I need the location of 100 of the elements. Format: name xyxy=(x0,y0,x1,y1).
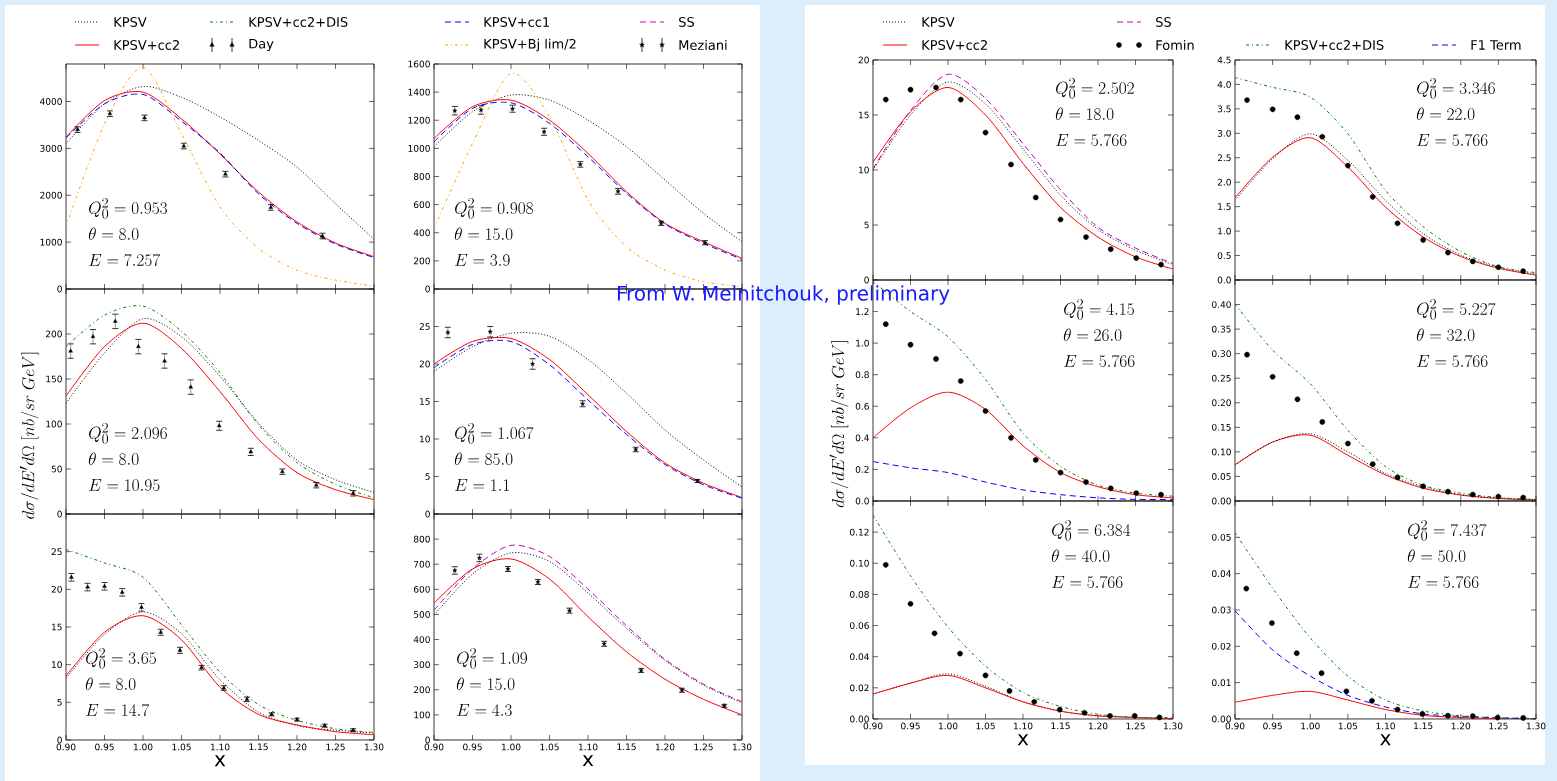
y-tick-label: 2000 xyxy=(40,191,62,199)
x-tick-label: 1.25 xyxy=(326,743,345,751)
point xyxy=(957,378,964,384)
point xyxy=(1056,706,1063,713)
annotation: $E=5.766$ xyxy=(1056,133,1127,147)
point xyxy=(1008,435,1014,441)
point xyxy=(1445,249,1451,256)
point xyxy=(1133,255,1140,261)
y-tick-label: 4000 xyxy=(40,98,62,105)
point xyxy=(1494,714,1501,721)
point xyxy=(1420,483,1426,490)
x-tick-label: 1.20 xyxy=(287,743,307,751)
x-tick-label: 1.00 xyxy=(1301,722,1320,730)
point xyxy=(1244,97,1250,103)
point xyxy=(1469,491,1476,498)
x-tick-label: 1.25 xyxy=(1126,722,1145,730)
point xyxy=(1343,688,1350,695)
annotation: $Q_0^2=2.096$ xyxy=(89,422,167,444)
annotation: $E=3.9$ xyxy=(455,253,510,267)
point xyxy=(1318,670,1325,676)
annotation: $Q_0^2=6.384$ xyxy=(1052,519,1131,541)
x-tick-label: 1.30 xyxy=(1526,722,1546,730)
y-tick-label: 0.4 xyxy=(855,434,869,442)
annotation: $E=1.1$ xyxy=(455,478,510,491)
y-tick-label: 4.5 xyxy=(1217,56,1231,64)
y-tick-label: 15 xyxy=(420,398,430,405)
point xyxy=(1294,114,1301,120)
annotation: $\theta=15.0$ xyxy=(456,677,515,691)
annotation: $\theta=18.0$ xyxy=(1055,107,1114,121)
x-tick-label: 1.10 xyxy=(210,743,230,751)
y-tick-label: 0.06 xyxy=(850,622,869,629)
point xyxy=(1420,237,1426,243)
point xyxy=(1445,712,1451,719)
point xyxy=(1107,713,1113,719)
y-tick-label: 5 xyxy=(57,698,62,706)
x-tick-label: 0.90 xyxy=(56,743,76,751)
x-tick-label: 1.30 xyxy=(1163,722,1183,730)
x-tick-label: 0.95 xyxy=(95,743,114,751)
y-tick-label: 300 xyxy=(413,661,430,669)
y-tick-label: 0.8 xyxy=(855,371,869,379)
annotation: $Q_0^2=5.227$ xyxy=(1417,298,1496,320)
y-tick-label: 0.00 xyxy=(1212,715,1231,723)
y-tick-label: 0 xyxy=(57,285,62,293)
point xyxy=(1520,715,1527,721)
annotation: $\theta=8.0$ xyxy=(88,452,139,466)
y-tick-label: 0.25 xyxy=(1212,374,1231,382)
y-tick-label: 800 xyxy=(413,173,430,180)
point xyxy=(933,356,939,362)
point xyxy=(1243,585,1250,592)
x-tick-label: 1.20 xyxy=(655,743,675,751)
point xyxy=(1369,194,1376,200)
point xyxy=(1006,688,1013,694)
point xyxy=(1369,461,1376,467)
point xyxy=(1083,479,1089,485)
y-tick-label: 200 xyxy=(45,330,62,338)
y-tick-label: 0.00 xyxy=(850,715,869,723)
legend-label: KPSV+cc2+DIS xyxy=(1285,40,1384,50)
point xyxy=(1269,106,1276,113)
legend-label: KPSV+cc1 xyxy=(484,17,549,27)
legend-label: SS xyxy=(679,17,694,27)
x-tick-label: 0.90 xyxy=(863,722,883,730)
y-tick-label: 0.12 xyxy=(850,528,869,536)
y-tick-label: 0.15 xyxy=(1212,423,1231,431)
point xyxy=(933,84,939,91)
annotation: $E=7.257$ xyxy=(89,253,161,267)
annotation: $Q_0^2=3.65$ xyxy=(86,647,156,669)
point xyxy=(1319,419,1326,425)
annotation: $\theta=8.0$ xyxy=(85,677,136,691)
point xyxy=(1394,220,1401,227)
y-tick-label: 0 xyxy=(425,736,430,744)
point xyxy=(1031,699,1038,705)
annotation: $\theta=26.0$ xyxy=(1063,328,1122,342)
point xyxy=(1520,494,1527,501)
y-tick-label: 1400 xyxy=(408,88,430,96)
y-tick-label: 1.2 xyxy=(856,308,869,315)
point xyxy=(1133,490,1140,496)
point xyxy=(1107,246,1114,252)
x-tick-label: 1.00 xyxy=(938,722,958,730)
annotation: $E=14.7$ xyxy=(86,703,150,717)
point xyxy=(1345,162,1351,169)
point xyxy=(1419,711,1426,717)
x-tick-label: 1.25 xyxy=(1489,722,1508,730)
y-tick-label: 0.05 xyxy=(1212,473,1231,480)
y-tick-label: 0.30 xyxy=(1212,350,1231,358)
x-tick-label: 1.15 xyxy=(1051,722,1070,730)
legend-label: KPSV+cc2+DIS xyxy=(249,17,348,27)
point xyxy=(1269,373,1276,380)
point xyxy=(907,600,914,607)
annotation: $Q_0^2=1.067$ xyxy=(455,422,534,444)
y-tick-label: 1.0 xyxy=(856,339,869,347)
annotation: $\theta=85.0$ xyxy=(454,452,513,466)
point xyxy=(1083,234,1089,240)
legend-label: SS xyxy=(1156,17,1171,27)
point xyxy=(1520,268,1527,274)
y-tick-label: 20 xyxy=(51,585,62,593)
y-tick-label: 2.5 xyxy=(1217,154,1231,162)
line-series xyxy=(873,461,1174,500)
point xyxy=(882,96,889,103)
x-tick-label: 1.25 xyxy=(694,743,713,751)
x-tick-label: 0.95 xyxy=(901,722,920,730)
